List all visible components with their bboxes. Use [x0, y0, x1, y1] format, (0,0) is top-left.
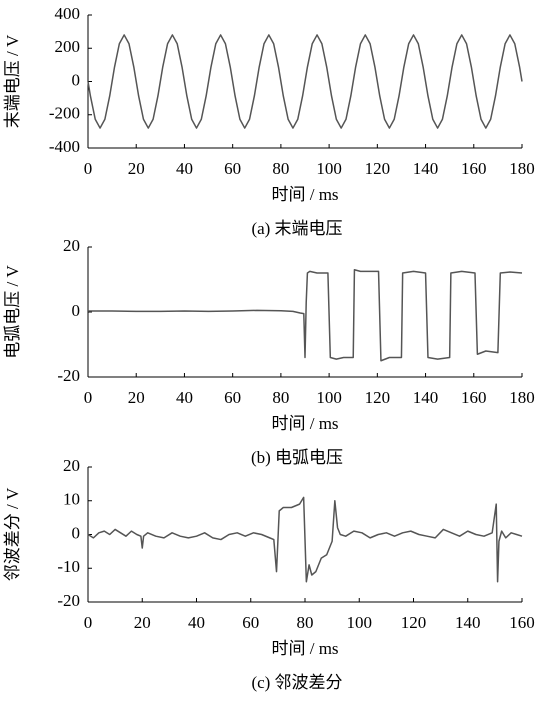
y-tick-label: -20 [57, 591, 80, 610]
y-tick-label: 0 [72, 301, 81, 320]
x-tick-label: 20 [128, 388, 145, 407]
y-tick-label: 0 [72, 523, 81, 542]
y-axis-title: 末端电压 / V [3, 34, 22, 128]
y-tick-label: 200 [55, 37, 81, 56]
x-tick-label: 40 [176, 159, 193, 178]
caption: (a) 末端电压 [251, 219, 342, 238]
caption: (b) 电弧电压 [251, 448, 343, 467]
y-axis-title: 邻波差分 / V [3, 487, 22, 581]
x-tick-label: 160 [461, 159, 487, 178]
data-line [87, 34, 523, 129]
x-tick-label: 140 [413, 159, 439, 178]
x-tick-label: 80 [297, 613, 314, 632]
x-tick-label: 80 [272, 388, 289, 407]
x-tick-label: 60 [242, 613, 259, 632]
x-tick-label: 140 [413, 388, 439, 407]
x-tick-label: 180 [509, 159, 535, 178]
x-tick-label: 120 [365, 159, 391, 178]
y-tick-label: 0 [72, 70, 81, 89]
caption: (c) 邻波差分 [251, 673, 342, 692]
x-tick-label: 120 [401, 613, 427, 632]
x-tick-label: 60 [224, 159, 241, 178]
y-tick-label: 20 [63, 236, 80, 255]
x-tick-label: 40 [188, 613, 205, 632]
x-tick-label: 100 [316, 388, 342, 407]
y-tick-label: -400 [49, 137, 80, 156]
x-tick-label: 60 [224, 388, 241, 407]
x-tick-label: 180 [509, 388, 535, 407]
x-axis-title: 时间 / ms [271, 414, 338, 433]
y-tick-label: -200 [49, 104, 80, 123]
x-tick-label: 140 [455, 613, 481, 632]
x-tick-label: 160 [509, 613, 535, 632]
x-tick-label: 80 [272, 159, 289, 178]
y-tick-label: -20 [57, 366, 80, 385]
x-tick-label: 40 [176, 388, 193, 407]
x-tick-label: 160 [461, 388, 487, 407]
x-tick-label: 0 [84, 159, 93, 178]
x-tick-label: 0 [84, 388, 93, 407]
y-axis-title: 电弧电压 / V [3, 265, 22, 359]
x-tick-label: 100 [316, 159, 342, 178]
data-line [87, 496, 523, 583]
x-tick-label: 0 [84, 613, 93, 632]
x-tick-label: 100 [347, 613, 373, 632]
y-tick-label: 10 [63, 490, 80, 509]
x-axis-title: 时间 / ms [271, 639, 338, 658]
data-line [88, 269, 523, 362]
x-tick-label: 20 [134, 613, 151, 632]
y-tick-label: -10 [57, 557, 80, 576]
x-tick-label: 20 [128, 159, 145, 178]
y-tick-label: 400 [55, 4, 81, 23]
y-tick-label: 20 [63, 456, 80, 475]
x-axis-title: 时间 / ms [271, 185, 338, 204]
x-tick-label: 120 [365, 388, 391, 407]
